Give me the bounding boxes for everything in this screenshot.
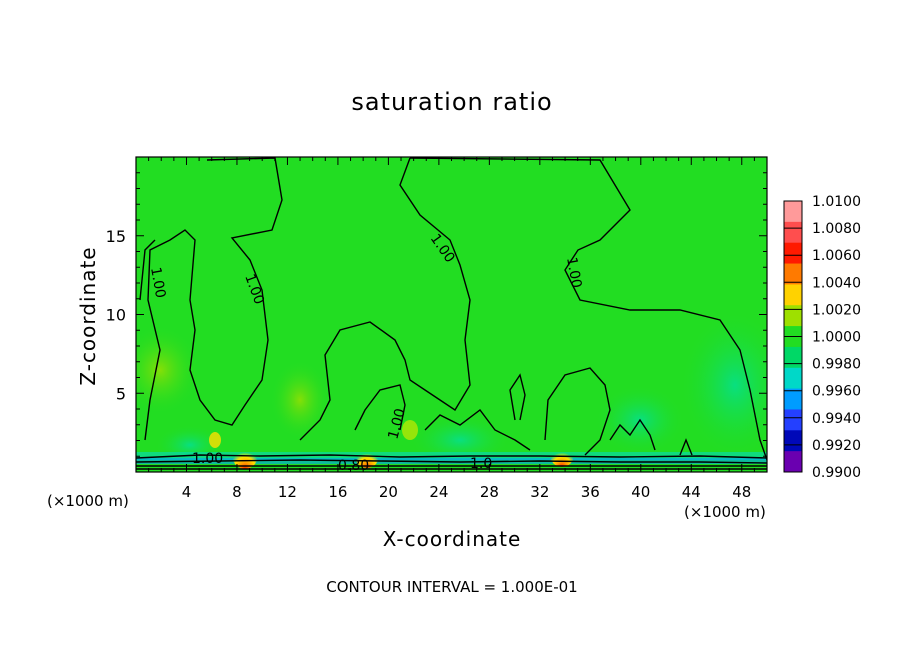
x-axis-unit-right: (×1000 m) [684, 503, 766, 521]
contour-label: 0.80 [338, 458, 369, 474]
colorbar-label: 1.0000 [812, 330, 861, 346]
colorbar-swatch [784, 305, 802, 327]
y-tick-label: 5 [116, 384, 126, 403]
colorbar: 1.0100 1.0080 1.0060 1.0040 1.0020 1.0000 0.99… [783, 194, 861, 481]
colorbar-swatch [784, 346, 802, 369]
x-tick-label: 8 [232, 483, 242, 501]
x-tick-label: 16 [328, 483, 347, 501]
contour-label: 1.00 [563, 256, 584, 289]
x-tick-label: 48 [732, 483, 751, 501]
colorbar-label: 1.0060 [812, 248, 861, 264]
colorbar-swatch [784, 430, 802, 452]
contour-interval-note: CONTOUR INTERVAL = 1.000E-01 [326, 578, 578, 596]
y-tick-label: 15 [106, 227, 126, 246]
colorbar-swatch [784, 263, 802, 285]
x-tick-label: 32 [530, 483, 549, 501]
contour-label: 1.00 [192, 451, 223, 467]
x-tick-label: 44 [682, 483, 701, 501]
colorbar-swatch [784, 221, 802, 244]
x-axis: 4 8 12 16 20 24 28 32 36 40 44 48 [148, 157, 755, 501]
y-axis-label: Z-coordinate [76, 246, 100, 386]
y-axis: 5 10 15 [106, 172, 767, 457]
colorbar-label: 0.9960 [812, 384, 861, 400]
colorbar-label: 0.9920 [812, 438, 861, 454]
colorbar-swatch [784, 284, 802, 306]
x-tick-label: 12 [278, 483, 297, 501]
x-tick-label: 36 [581, 483, 600, 501]
colorbar-label: 1.0080 [812, 221, 861, 237]
x-tick-label: 28 [480, 483, 499, 501]
contour-lines [136, 157, 767, 470]
x-tick-label: 40 [631, 483, 650, 501]
x-tick-label: 20 [379, 483, 398, 501]
x-tick-label: 24 [429, 483, 448, 501]
x-axis-label: X-coordinate [382, 527, 522, 551]
colorbar-label: 1.0040 [812, 275, 861, 291]
colorbar-swatch [784, 409, 802, 431]
colorbar-swatch [784, 451, 802, 473]
colorbar-swatch [784, 367, 802, 390]
colorbar-swatch [784, 388, 802, 410]
colorbar-label: 1.0100 [812, 194, 861, 210]
contour-label: 1.0 [470, 456, 492, 472]
contour-label: 1.00 [147, 266, 168, 299]
x-axis-unit-left: (×1000 m) [47, 492, 129, 510]
colorbar-label: 0.9900 [812, 465, 861, 481]
chart-title: saturation ratio [351, 88, 553, 116]
colorbar-swatch [784, 242, 802, 265]
colorbar-label: 1.0020 [812, 302, 861, 318]
colorbar-swatch [784, 201, 802, 223]
colorbar-label: 0.9940 [812, 411, 861, 427]
colorbar-label: 0.9980 [812, 357, 861, 373]
contour-label: 1.00 [385, 407, 409, 441]
x-tick-label: 4 [182, 483, 192, 501]
y-tick-label: 10 [106, 306, 126, 325]
